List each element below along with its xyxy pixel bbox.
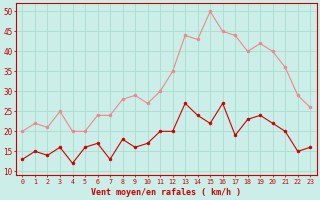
X-axis label: Vent moyen/en rafales ( km/h ): Vent moyen/en rafales ( km/h ) — [92, 188, 241, 197]
